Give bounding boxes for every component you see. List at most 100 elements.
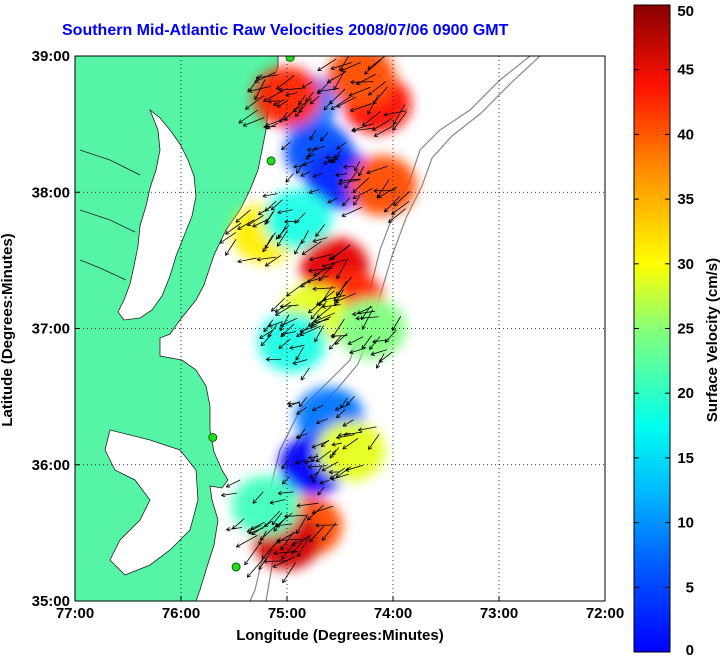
velocity-arrow: [298, 102, 307, 113]
velocity-arrow: [317, 486, 325, 496]
velocity-arrow: [317, 58, 337, 72]
colorbar-tick-label: 5: [686, 579, 694, 596]
velocity-arrow: [393, 104, 406, 125]
velocity-arrow: [372, 118, 393, 131]
velocity-arrow: [261, 540, 279, 560]
field-patch: [316, 421, 385, 482]
velocity-arrow: [307, 464, 327, 470]
y-axis-label: Latitude (Degrees:Minutes): [0, 233, 16, 426]
velocity-arrow: [246, 558, 264, 578]
colorbar-tick-label: 0: [686, 642, 694, 659]
velocity-arrow: [287, 401, 300, 406]
velocity-arrow: [358, 166, 365, 177]
velocity-arrow: [311, 505, 334, 515]
colorbar-tick-label: 30: [677, 256, 694, 273]
velocity-arrow: [367, 93, 380, 115]
y-tick-label: 35:00: [32, 593, 70, 610]
velocity-arrow: [242, 117, 265, 127]
velocity-arrow: [364, 59, 382, 75]
velocity-arrow: [308, 298, 327, 314]
velocity-arrow: [330, 473, 349, 481]
velocity-arrow: [254, 79, 266, 100]
field-patch: [327, 56, 396, 107]
velocity-arrow: [353, 196, 361, 206]
velocity-arrow: [296, 502, 319, 508]
velocity-arrow: [284, 219, 300, 224]
velocity-arrow: [315, 523, 338, 528]
colorbar-tick-label: 20: [677, 385, 694, 402]
velocity-arrow: [252, 491, 264, 504]
velocity-arrow: [263, 319, 274, 333]
colorbar-tick-label: 40: [677, 126, 694, 143]
velocity-arrow: [219, 232, 237, 244]
velocity-arrow: [265, 357, 282, 362]
river-3: [79, 259, 127, 281]
velocity-arrow: [244, 545, 259, 566]
colorbar-tick-label: 50: [677, 3, 694, 20]
colorbar-tick-label: 15: [677, 450, 694, 467]
velocity-arrow: [238, 109, 258, 124]
velocity-arrow: [309, 95, 320, 105]
velocity-arrow: [325, 155, 337, 160]
velocity-arrow: [367, 81, 386, 96]
velocity-arrow: [334, 332, 348, 345]
x-axis-label: Longitude (Degrees:Minutes): [236, 627, 444, 644]
velocity-arrow: [349, 103, 373, 113]
velocity-arrow: [340, 62, 361, 72]
velocity-arrow: [275, 305, 292, 316]
river-1: [79, 149, 141, 176]
sound-carve: [104, 429, 199, 576]
radar-stations: [208, 56, 295, 572]
velocity-arrow: [276, 75, 295, 90]
velocity-arrow: [272, 556, 295, 568]
velocity-arrow: [276, 100, 288, 108]
velocity-arrow: [311, 404, 324, 412]
velocity-arrow: [330, 62, 353, 71]
velocity-arrow: [321, 522, 337, 541]
velocity-arrow: [252, 217, 271, 228]
velocity-arrow: [308, 189, 320, 194]
velocity-arrow: [350, 79, 374, 85]
colorbar-tick-label: 25: [677, 321, 694, 338]
velocity-arrow: [298, 94, 307, 106]
velocity-arrow: [313, 263, 335, 276]
velocity-arrow: [225, 222, 242, 235]
velocity-arrow: [286, 281, 306, 297]
velocity-arrow: [346, 395, 355, 406]
velocity-arrow: [309, 253, 333, 262]
velocity-arrow: [245, 95, 264, 110]
velocity-arrow: [294, 240, 303, 255]
velocity-arrow: [336, 96, 357, 108]
velocity-arrow: [329, 469, 340, 475]
velocity-arrow: [348, 86, 371, 97]
field-patch: [348, 155, 417, 216]
radar-station-marker: [266, 156, 276, 166]
velocity-arrow: [285, 92, 298, 97]
velocity-arrow: [295, 346, 304, 361]
velocity-arrow: [355, 73, 376, 85]
map-title: Southern Mid-Atlantic Raw Velocities 200…: [62, 22, 509, 39]
velocity-arrow: [358, 426, 377, 432]
velocity-arrow: [301, 81, 313, 89]
colorbar-tick-label: 10: [677, 515, 694, 532]
velocity-arrow: [391, 316, 402, 332]
velocity-arrow: [263, 90, 284, 102]
velocity-arrow: [293, 164, 306, 169]
velocity-arrow: [237, 219, 255, 230]
velocity-arrow: [311, 453, 318, 463]
velocity-arrow: [277, 209, 293, 215]
velocity-arrow: [264, 200, 277, 212]
velocity-arrow: [327, 197, 338, 204]
x-tick-label: 72:00: [586, 605, 624, 622]
velocity-arrow: [320, 132, 329, 142]
velocity-arrow: [342, 419, 354, 427]
radar-station-marker: [208, 433, 218, 442]
velocity-arrow: [349, 347, 366, 355]
velocity-arrow: [332, 447, 340, 456]
velocity-arrow: [312, 237, 328, 243]
velocity-arrow: [344, 170, 358, 189]
velocity-arrow: [306, 147, 319, 152]
velocity-arrow: [309, 129, 317, 141]
velocity-arrow: [311, 440, 330, 449]
velocity-arrow: [334, 292, 357, 303]
